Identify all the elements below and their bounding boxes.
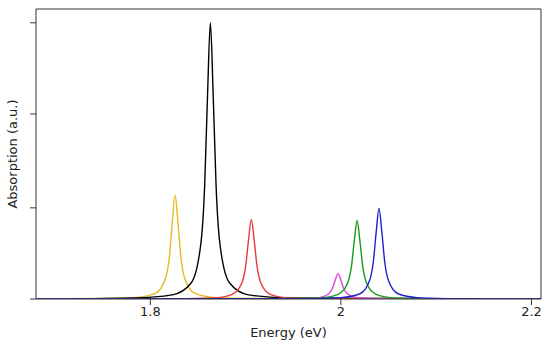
svg-text:Absorption (a.u.): Absorption (a.u.) xyxy=(5,99,20,208)
svg-text:Energy (eV): Energy (eV) xyxy=(250,325,327,340)
svg-text:1.8: 1.8 xyxy=(140,304,161,319)
svg-text:2.2: 2.2 xyxy=(521,304,542,319)
svg-text:2: 2 xyxy=(337,304,345,319)
